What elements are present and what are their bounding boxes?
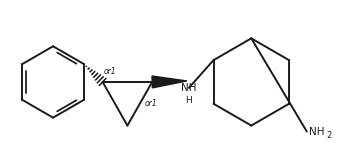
Text: NH: NH	[181, 83, 197, 93]
Text: H: H	[185, 96, 192, 105]
Text: 2: 2	[326, 131, 331, 140]
Text: NH: NH	[309, 126, 324, 136]
Polygon shape	[152, 76, 187, 88]
Text: or1: or1	[104, 67, 116, 76]
Text: or1: or1	[144, 99, 157, 108]
